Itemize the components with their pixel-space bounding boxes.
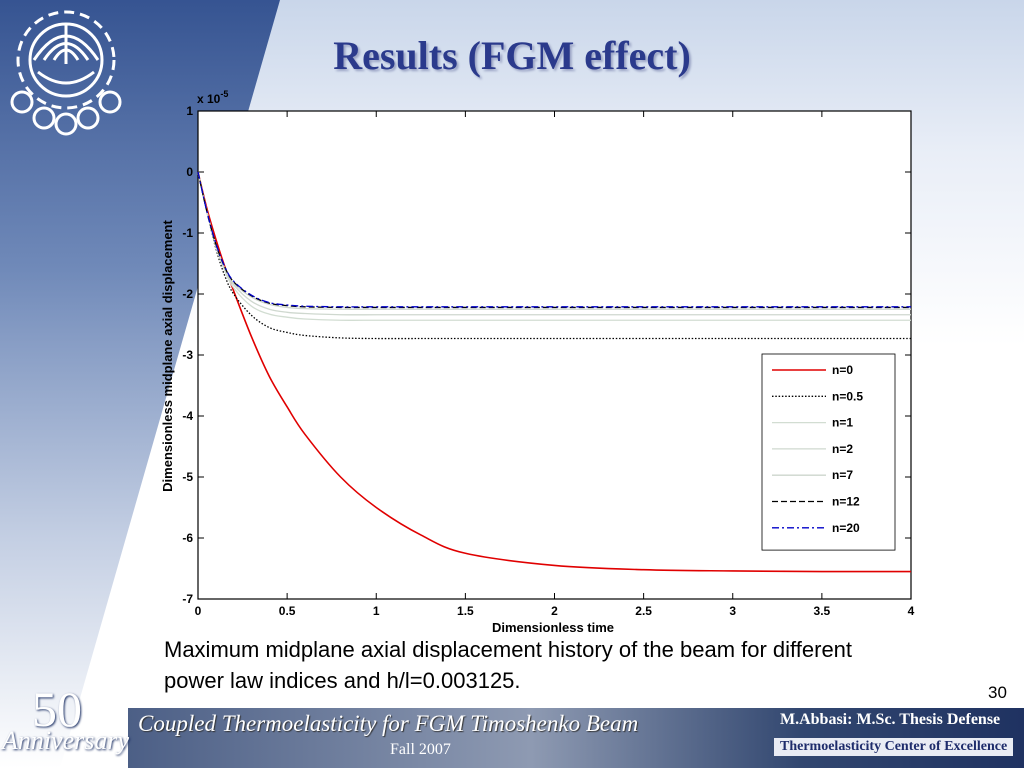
legend-label: n=12 bbox=[832, 495, 860, 509]
y-tick-label: -2 bbox=[182, 287, 193, 301]
x-tick-label: 4 bbox=[908, 604, 915, 618]
x-tick-label: 0 bbox=[195, 604, 202, 618]
x-tick-label: 1.5 bbox=[457, 604, 474, 618]
y-tick-label: 0 bbox=[186, 165, 193, 179]
slide-number: 30 bbox=[988, 683, 1007, 702]
legend-label: n=20 bbox=[832, 521, 860, 535]
legend-label: n=2 bbox=[832, 442, 853, 456]
axis-ticks: 0 0.5 1 1.5 2 2.5 3 3.5 4 1 0 -1 -2 -3 -4 -5 -6 -7 bbox=[182, 104, 914, 618]
footer-date: Fall 2007 bbox=[390, 741, 451, 758]
displacement-chart: 0 0.5 1 1.5 2 2.5 3 3.5 410-1-2-3-4-5-6-7 n=0n=0… bbox=[160, 89, 915, 635]
y-tick-label: -1 bbox=[182, 226, 193, 240]
figure-caption: Maximum midplane axial displacement hist… bbox=[164, 637, 853, 693]
series-lines bbox=[197, 171, 912, 573]
x-tick-label: 3 bbox=[729, 604, 736, 618]
legend-label: n=1 bbox=[832, 416, 853, 430]
legend-label: n=0 bbox=[832, 363, 853, 377]
y-axis-multiplier: x 10-5 bbox=[197, 89, 228, 106]
series-line-n-0 bbox=[197, 171, 912, 573]
y-tick-label: -6 bbox=[182, 531, 193, 545]
university-logo bbox=[10, 10, 122, 136]
x-axis-label: Dimensionless time bbox=[492, 620, 614, 635]
y-tick-label: -4 bbox=[182, 409, 193, 423]
y-tick-label: -3 bbox=[182, 348, 193, 362]
x-tick-label: 1 bbox=[373, 604, 380, 618]
y-tick-label: -5 bbox=[182, 470, 193, 484]
footer-author: M.Abbasi: M.Sc. Thesis Defense bbox=[780, 711, 1001, 728]
legend-label: n=0.5 bbox=[832, 389, 863, 403]
anniversary-number: 50 bbox=[32, 681, 82, 737]
slide-title: Results (FGM effect) bbox=[333, 33, 691, 78]
legend-box bbox=[761, 353, 896, 551]
footer-title: Coupled Thermoelasticity for FGM Timoshe… bbox=[138, 711, 639, 736]
x-tick-label: 2.5 bbox=[635, 604, 652, 618]
y-tick-label: -7 bbox=[182, 592, 193, 606]
y-axis-label: Dimensionless midplane axial displacemen… bbox=[160, 220, 175, 492]
anniversary-word: Anniversary bbox=[2, 726, 130, 755]
x-tick-label: 0.5 bbox=[279, 604, 296, 618]
x-tick-label: 2 bbox=[551, 604, 558, 618]
y-tick-label: 1 bbox=[186, 104, 193, 118]
chart-legend: n=0 n=0.5 n=1 n=2 n=7 n=12 n=20 bbox=[761, 353, 896, 551]
legend-label: n=7 bbox=[832, 468, 853, 482]
x-tick-label: 3.5 bbox=[814, 604, 831, 618]
anniversary-suffix: th bbox=[88, 680, 103, 700]
footer-center-badge: Thermoelasticity Center of Excellence bbox=[774, 738, 1014, 756]
series-line-n-20 bbox=[197, 171, 911, 308]
